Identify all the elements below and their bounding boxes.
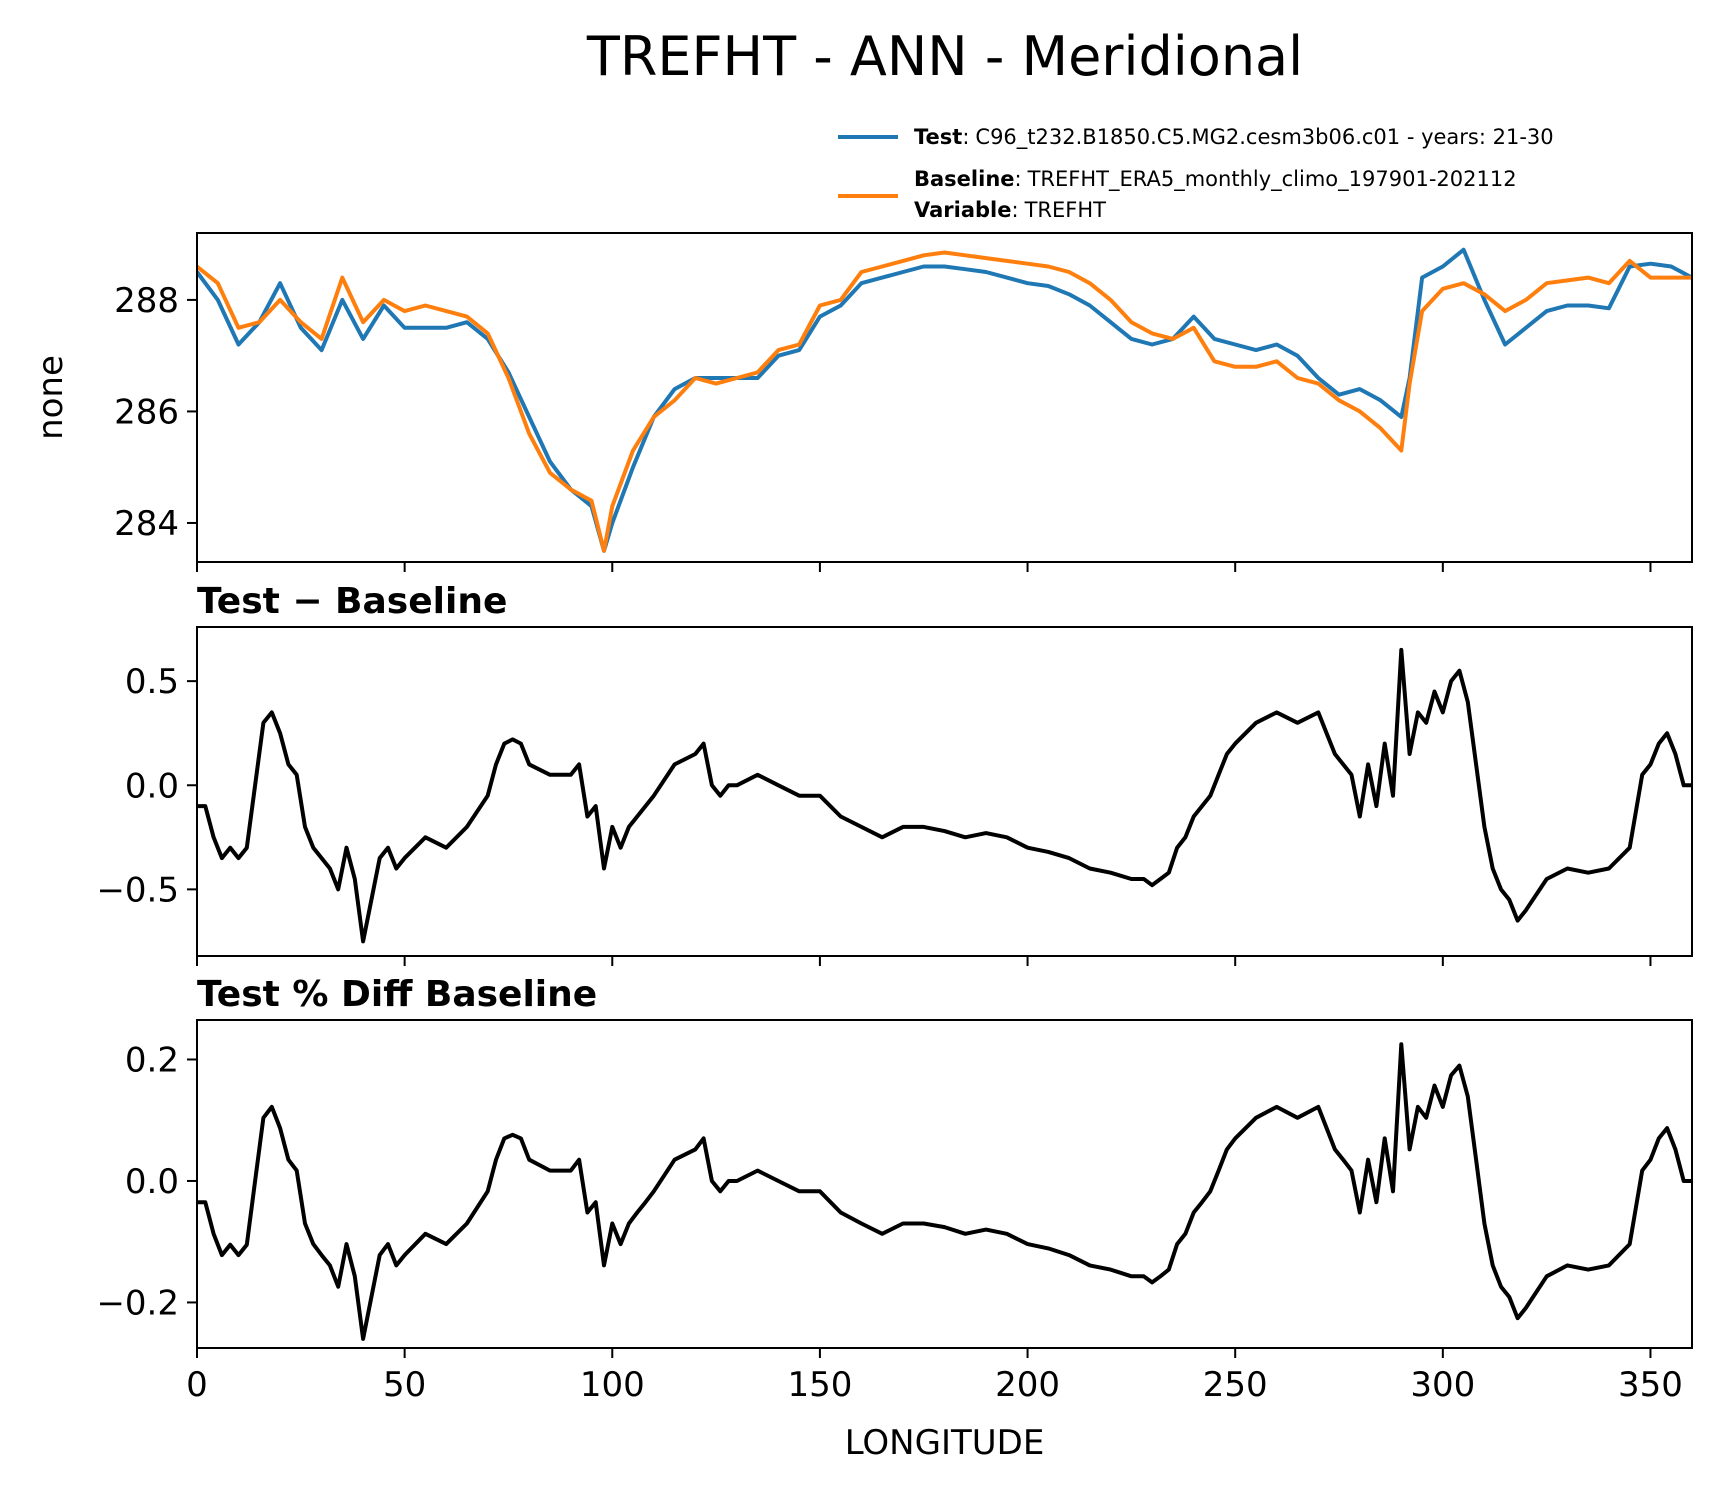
y-tick-label: 0.0 <box>125 766 179 806</box>
x-tick-label: 250 <box>1203 1365 1268 1405</box>
x-tick-label: 300 <box>1410 1365 1475 1405</box>
legend-variable-key: Variable <box>914 198 1011 222</box>
panel-test-minus-baseline: −0.5 0.0 0.5 Test − Baseline <box>96 581 1693 966</box>
panel-title: Test − Baseline <box>197 581 507 622</box>
panel-absolute-values: 284 286 288 none <box>31 232 1693 572</box>
panel-percent-diff: −0.2 0.0 0.2 0 50 100 150 200 250 300 350 Test % Di… <box>96 974 1693 1463</box>
legend-variable-value: TREFHT <box>1024 198 1107 222</box>
y-tick-label: −0.2 <box>96 1283 179 1323</box>
legend-separator: : <box>1015 167 1022 191</box>
legend-test-key: Test <box>914 125 962 149</box>
legend-separator: : <box>962 125 969 149</box>
legend-test-entry: Test: C96_t232.B1850.C5.MG2.cesm3b06.c01 … <box>914 125 1554 150</box>
legend-baseline-key: Baseline <box>914 167 1015 191</box>
x-axis-label: LONGITUDE <box>845 1423 1045 1463</box>
y-tick-label: 288 <box>114 281 179 321</box>
y-tick-label: 286 <box>114 392 179 432</box>
y-axis-label: none <box>31 355 71 440</box>
legend-variable-entry: Variable: TREFHT <box>914 198 1106 222</box>
legend-baseline-entry: Baseline: TREFHT_ERA5_monthly_climo_19790… <box>914 167 1517 192</box>
x-tick-label: 350 <box>1618 1365 1683 1405</box>
y-tick-label: −0.5 <box>96 870 179 910</box>
difference-series-line <box>197 1042 1692 1341</box>
axes-frame <box>196 1019 1693 1349</box>
y-tick-label: 0.0 <box>125 1162 179 1202</box>
figure-title: TREFHT - ANN - Meridional <box>586 25 1303 88</box>
x-tick-label: 50 <box>383 1365 426 1405</box>
x-tick-label: 100 <box>580 1365 645 1405</box>
x-tick-label: 200 <box>995 1365 1060 1405</box>
legend: Test: C96_t232.B1850.C5.MG2.cesm3b06.c01 … <box>838 125 1554 222</box>
difference-series-line <box>197 647 1692 944</box>
test-series-line <box>197 247 1692 553</box>
axes-frame <box>196 232 1693 563</box>
legend-baseline-value: TREFHT_ERA5_monthly_climo_197901-202112 <box>1027 167 1517 192</box>
y-tick-label: 284 <box>114 504 179 544</box>
baseline-series-line <box>197 250 1692 553</box>
panel-title: Test % Diff Baseline <box>197 974 597 1015</box>
axes-frame <box>196 626 1693 957</box>
y-tick-label: 0.2 <box>125 1040 179 1080</box>
x-tick-label: 0 <box>186 1365 208 1405</box>
x-tick-label: 150 <box>787 1365 852 1405</box>
legend-test-value: C96_t232.B1850.C5.MG2.cesm3b06.c01 - yea… <box>975 125 1553 150</box>
y-tick-label: 0.5 <box>125 662 179 702</box>
legend-separator: : <box>1011 198 1018 222</box>
